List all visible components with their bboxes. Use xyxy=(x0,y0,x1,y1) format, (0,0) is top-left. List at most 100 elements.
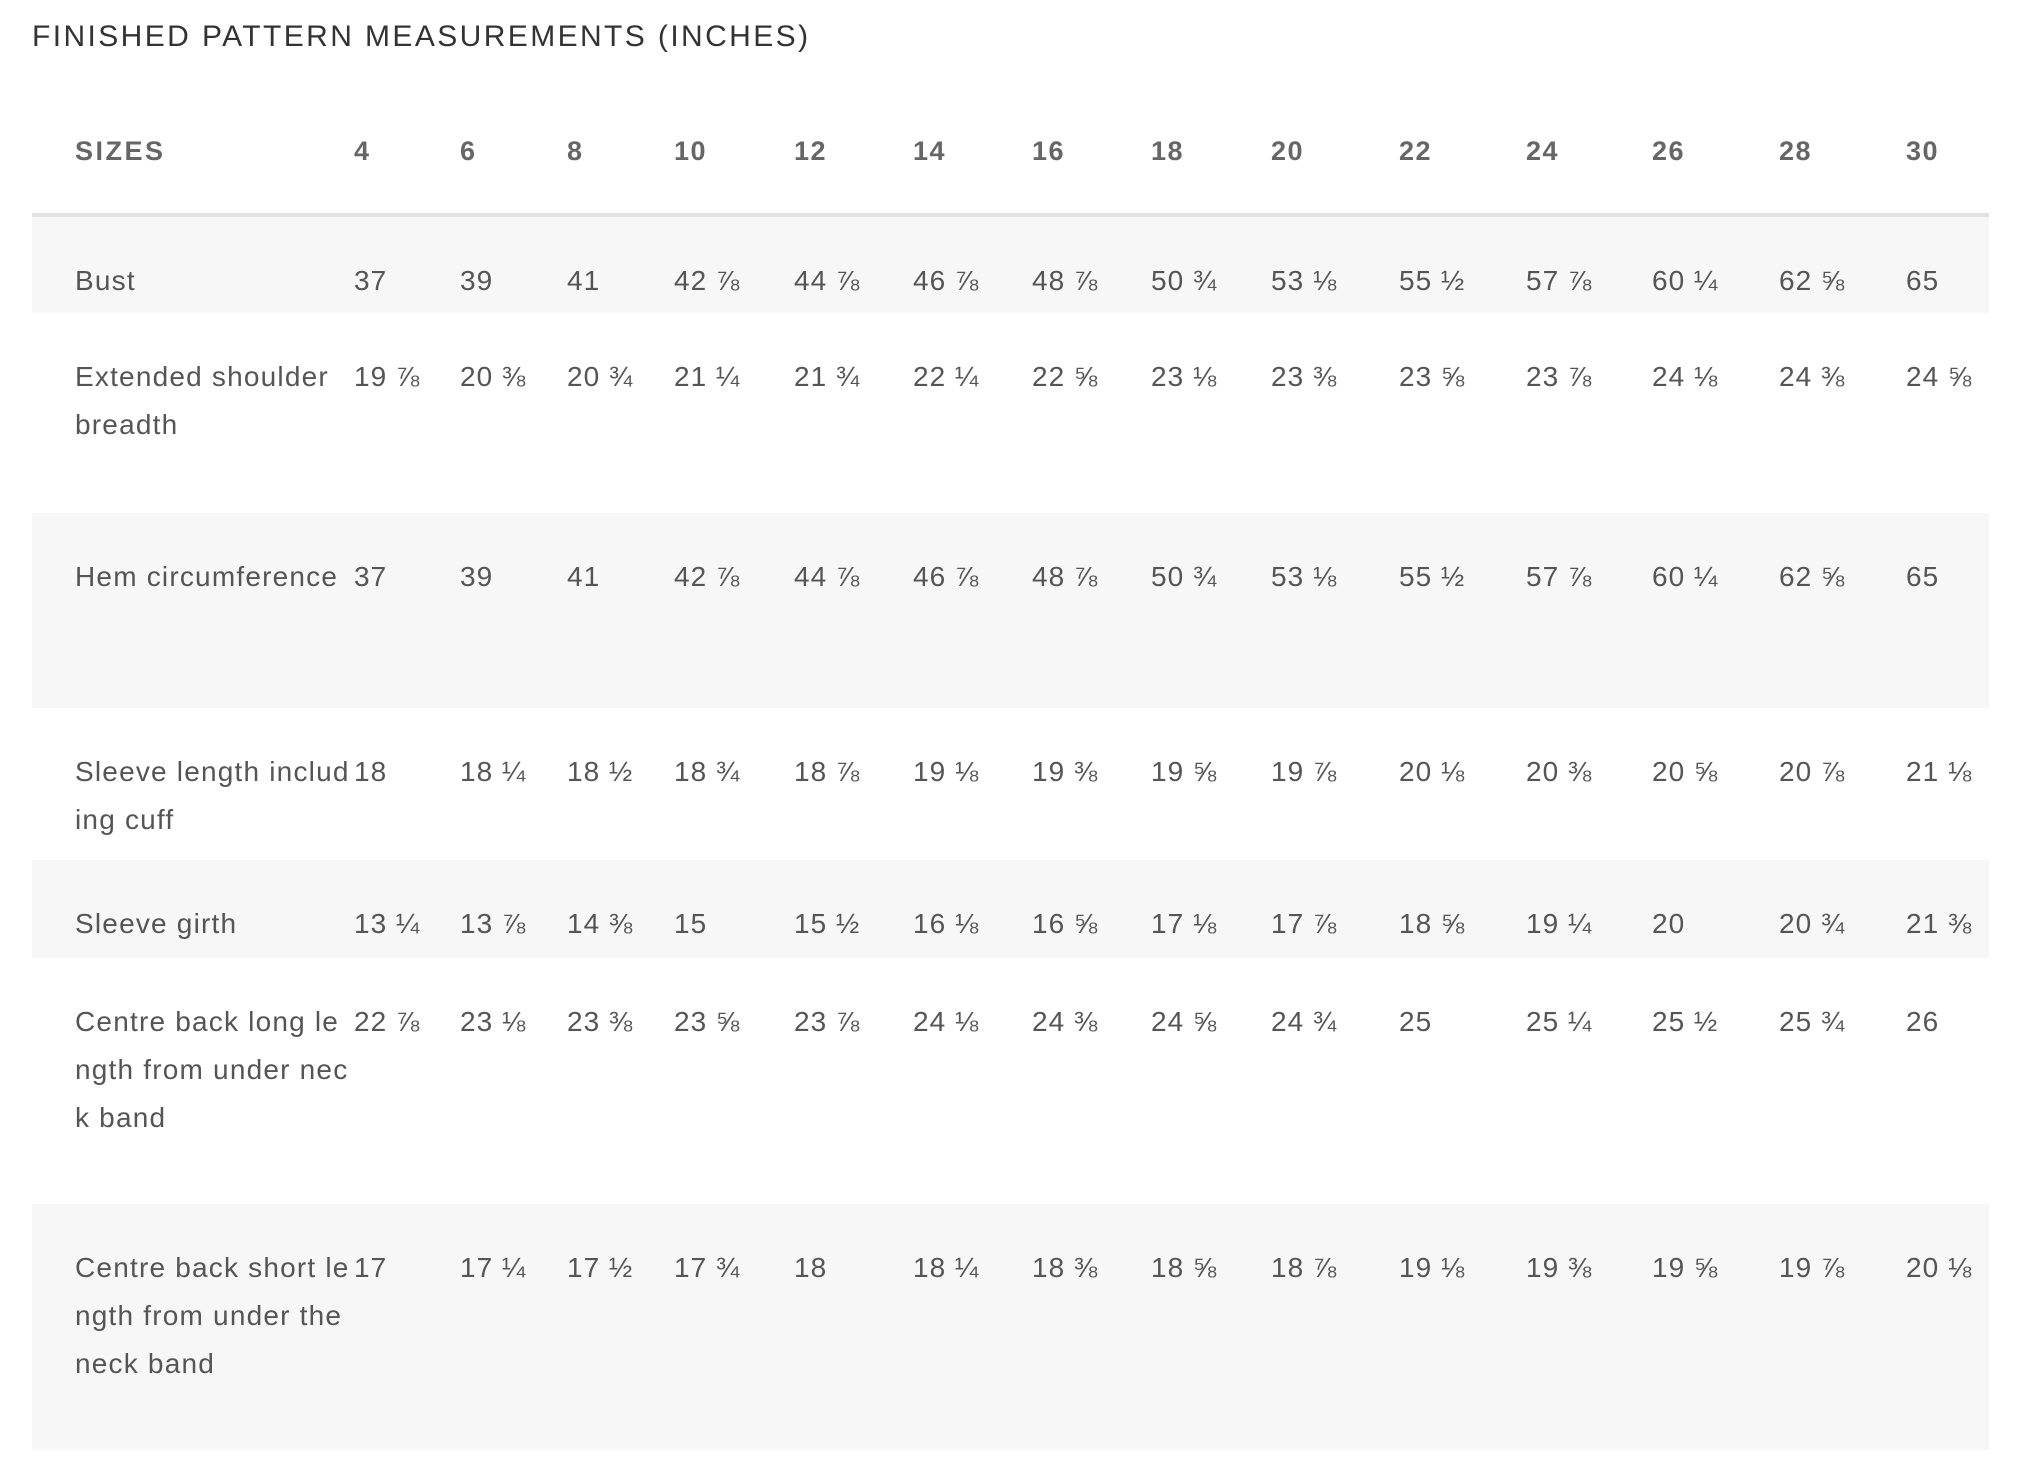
table-cell: 39 xyxy=(460,265,494,296)
table-cell: 19 ⅞ xyxy=(1271,756,1338,787)
column-header-size: 30 xyxy=(1906,90,1989,217)
table-cell: 65 xyxy=(1906,561,1940,592)
table-cell: 50 ¾ xyxy=(1151,265,1218,296)
table-cell: 60 ¼ xyxy=(1652,561,1719,592)
table-cell: 24 ⅛ xyxy=(913,1006,980,1037)
table-cell: 46 ⅞ xyxy=(913,561,980,592)
column-header-size: 4 xyxy=(354,90,460,217)
table-cell: 23 ⅛ xyxy=(460,1006,527,1037)
table-cell: 16 ⅛ xyxy=(913,908,980,939)
table-row: Bust 37 39 41 42 ⅞ 44 ⅞ 46 ⅞ 48 ⅞ 50 ¾ 5… xyxy=(32,215,1989,313)
table-cell: 24 ⅛ xyxy=(1652,361,1719,392)
table-cell: 17 xyxy=(354,1252,388,1283)
table-cell: 24 ⅝ xyxy=(1151,1006,1218,1037)
table-cell: 19 ⅛ xyxy=(1399,1252,1466,1283)
table-cell: 39 xyxy=(460,561,494,592)
column-header-size: 18 xyxy=(1151,90,1271,217)
table-cell: 18 ⅝ xyxy=(1151,1252,1218,1283)
table-cell: 41 xyxy=(567,561,601,592)
table-cell: 57 ⅞ xyxy=(1526,561,1593,592)
table-cell: 42 ⅞ xyxy=(674,561,741,592)
table-cell: 16 ⅝ xyxy=(1032,908,1099,939)
table-cell: 19 ⅝ xyxy=(1151,756,1218,787)
table-cell: 25 ¾ xyxy=(1779,1006,1846,1037)
table-cell: 48 ⅞ xyxy=(1032,265,1099,296)
table-cell: 25 ½ xyxy=(1652,1006,1719,1037)
table-cell: 22 ⅝ xyxy=(1032,361,1099,392)
row-label: Extended shoulder breadth xyxy=(75,361,329,440)
table-cell: 18 ⅝ xyxy=(1399,908,1466,939)
column-header-size: 28 xyxy=(1779,90,1906,217)
table-cell: 20 ¾ xyxy=(567,361,634,392)
table-cell: 60 ¼ xyxy=(1652,265,1719,296)
table-cell: 13 ⅞ xyxy=(460,908,527,939)
table-row: Hem circumference 37 39 41 42 ⅞ 44 ⅞ 46 … xyxy=(32,513,1989,708)
table-cell: 20 ⅛ xyxy=(1399,756,1466,787)
table-cell: 42 ⅞ xyxy=(674,265,741,296)
table-cell: 55 ½ xyxy=(1399,265,1466,296)
table-cell: 62 ⅝ xyxy=(1779,265,1846,296)
table-cell: 18 ½ xyxy=(567,756,634,787)
table-cell: 20 ⅞ xyxy=(1779,756,1846,787)
row-label: Sleeve girth xyxy=(75,908,238,939)
table-cell: 53 ⅛ xyxy=(1271,561,1338,592)
table-cell: 19 ⅜ xyxy=(1032,756,1099,787)
table-cell: 19 ⅝ xyxy=(1652,1252,1719,1283)
table-row: Centre back long length from under neck … xyxy=(32,958,1989,1204)
table-cell: 25 ¼ xyxy=(1526,1006,1593,1037)
table-cell: 14 ⅜ xyxy=(567,908,634,939)
table-cell: 24 ⅜ xyxy=(1779,361,1846,392)
column-header-size: 22 xyxy=(1399,90,1526,217)
table-cell: 22 ⅞ xyxy=(354,1006,421,1037)
table-cell: 53 ⅛ xyxy=(1271,265,1338,296)
page-title: FINISHED PATTERN MEASUREMENTS (INCHES) xyxy=(32,20,811,53)
table-cell: 44 ⅞ xyxy=(794,561,861,592)
table-cell: 17 ¼ xyxy=(460,1252,527,1283)
table-cell: 46 ⅞ xyxy=(913,265,980,296)
table-cell: 20 ⅝ xyxy=(1652,756,1719,787)
table-cell: 18 ¼ xyxy=(913,1252,980,1283)
table-cell: 57 ⅞ xyxy=(1526,265,1593,296)
row-label: Sleeve length including cuff xyxy=(75,756,350,835)
table-cell: 18 ⅞ xyxy=(794,756,861,787)
measurements-table: SIZES 4 6 8 10 12 14 16 18 20 22 24 26 2… xyxy=(32,90,1989,1450)
table-cell: 18 ¾ xyxy=(674,756,741,787)
table-row: Centre back short length from under the … xyxy=(32,1204,1989,1450)
table-cell: 24 ⅝ xyxy=(1906,361,1973,392)
table-cell: 19 ⅞ xyxy=(354,361,421,392)
table-cell: 21 ¾ xyxy=(794,361,861,392)
column-header-size: 14 xyxy=(913,90,1032,217)
column-header-sizes: SIZES xyxy=(32,90,354,217)
table-cell: 23 ⅛ xyxy=(1151,361,1218,392)
column-header-size: 6 xyxy=(460,90,567,217)
table-cell: 37 xyxy=(354,265,388,296)
table-cell: 21 ⅛ xyxy=(1906,756,1973,787)
header-row: SIZES 4 6 8 10 12 14 16 18 20 22 24 26 2… xyxy=(32,90,1989,217)
table-cell: 65 xyxy=(1906,265,1940,296)
table-cell: 15 ½ xyxy=(794,908,861,939)
column-header-size: 8 xyxy=(567,90,674,217)
table-cell: 18 xyxy=(354,756,388,787)
row-label: Hem circumference xyxy=(75,561,339,592)
table-cell: 26 xyxy=(1906,1006,1940,1037)
column-header-size: 12 xyxy=(794,90,913,217)
table-cell: 21 ⅜ xyxy=(1906,908,1973,939)
table-cell: 23 ⅝ xyxy=(674,1006,741,1037)
table-cell: 18 ⅜ xyxy=(1032,1252,1099,1283)
table-row: Sleeve length including cuff 18 18 ¼ 18 … xyxy=(32,708,1989,860)
table-cell: 20 ¾ xyxy=(1779,908,1846,939)
table-cell: 19 ⅞ xyxy=(1779,1252,1846,1283)
table-cell: 41 xyxy=(567,265,601,296)
table-cell: 19 ¼ xyxy=(1526,908,1593,939)
table-cell: 21 ¼ xyxy=(674,361,741,392)
table-cell: 23 ⅞ xyxy=(1526,361,1593,392)
table-cell: 50 ¾ xyxy=(1151,561,1218,592)
table-cell: 23 ⅜ xyxy=(567,1006,634,1037)
table-cell: 13 ¼ xyxy=(354,908,421,939)
table-row: Sleeve girth 13 ¼ 13 ⅞ 14 ⅜ 15 15 ½ 16 ⅛… xyxy=(32,860,1989,958)
table-cell: 20 ⅛ xyxy=(1906,1252,1973,1283)
table-cell: 17 ⅞ xyxy=(1271,908,1338,939)
table-cell: 37 xyxy=(354,561,388,592)
table-cell: 19 ⅜ xyxy=(1526,1252,1593,1283)
table-cell: 23 ⅞ xyxy=(794,1006,861,1037)
